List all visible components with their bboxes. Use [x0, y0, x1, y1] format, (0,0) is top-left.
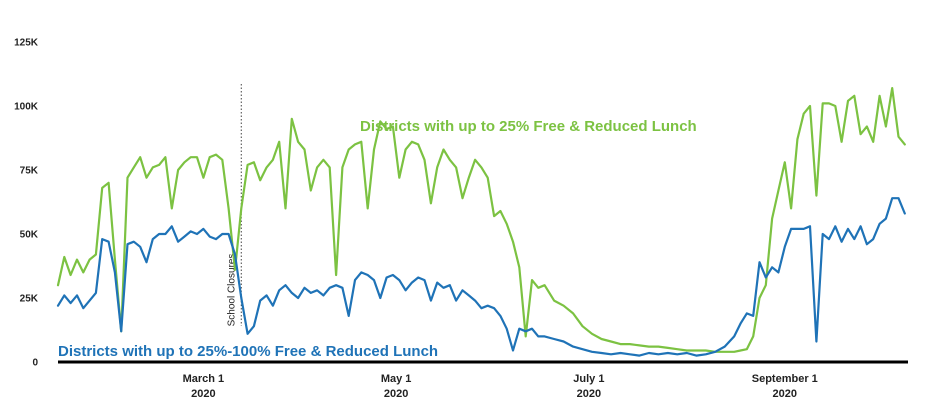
x-tick-label: May 1 [381, 373, 412, 385]
school-closures-label: School Closures [226, 254, 237, 327]
y-tick-label: 0 [32, 358, 38, 369]
y-tick-label: 75K [20, 166, 39, 177]
annotation-layer: School Closures [226, 84, 242, 327]
y-tick-label: 100K [14, 102, 39, 113]
x-tick-year: 2020 [577, 388, 601, 400]
x-tick-year: 2020 [384, 388, 408, 400]
x-axis-ticks: March 1 2020 May 1 2020 July 1 2020 September … [183, 373, 818, 400]
y-tick-label: 25K [20, 294, 39, 305]
x-tick-label: July 1 [573, 373, 604, 385]
x-tick-label: March 1 [183, 373, 225, 385]
y-axis-ticks: 0 25K 50K 75K 100K 125K [14, 38, 39, 369]
series-layer [56, 86, 906, 357]
x-tick-label: September 1 [752, 373, 818, 385]
y-tick-label: 50K [20, 230, 39, 241]
x-tick-year: 2020 [773, 388, 797, 400]
series-label-low-income: Districts with up to 25%-100% Free & Red… [58, 343, 438, 360]
series-label-high-income: Districts with up to 25% Free & Reduced … [360, 118, 697, 135]
series-line-1 [56, 197, 906, 357]
series-line-0 [56, 86, 906, 353]
x-tick-year: 2020 [191, 388, 215, 400]
y-tick-label: 125K [14, 38, 39, 49]
